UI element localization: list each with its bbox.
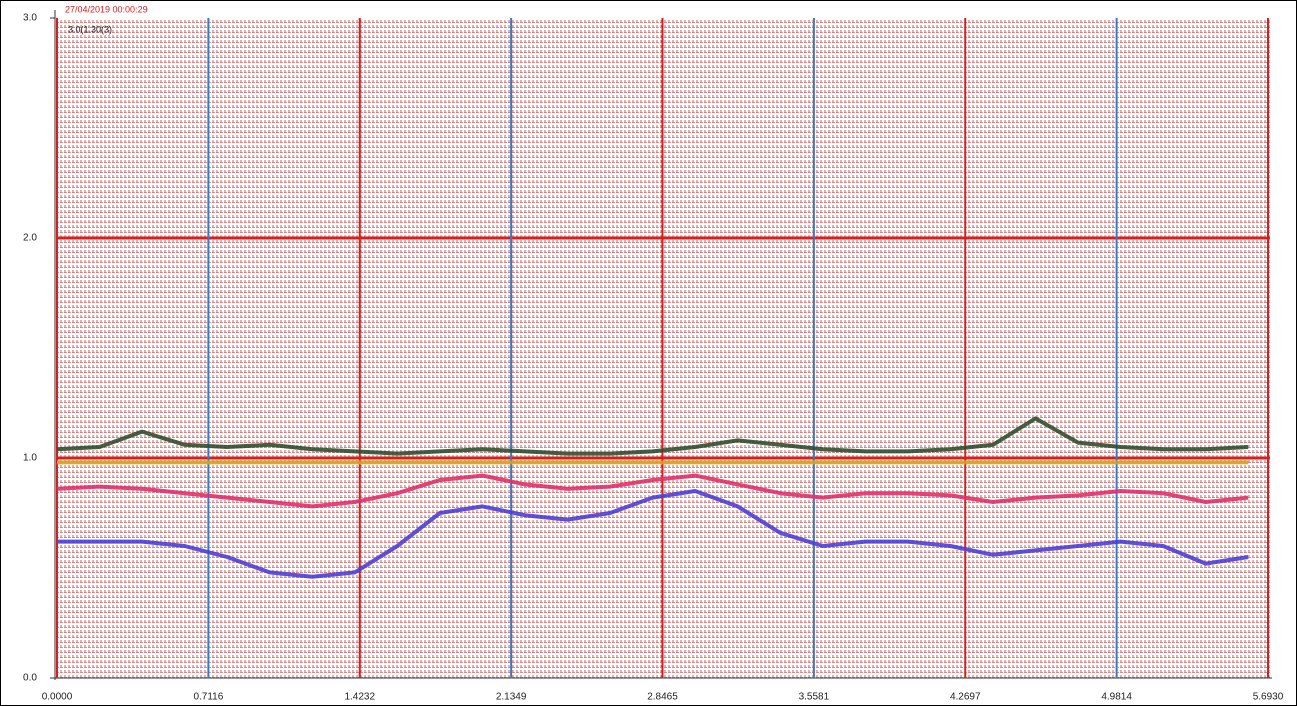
x-tick-label: 2.1349 (496, 692, 527, 703)
x-tick-label: 4.9814 (1101, 692, 1132, 703)
x-tick-label: 2.8465 (647, 692, 678, 703)
x-tick-label: 0.7116 (193, 692, 223, 703)
x-tick-label: 4.2697 (950, 692, 981, 703)
timestamp: 27/04/2019 00:00:29 (65, 4, 148, 14)
x-tick-label: 3.5581 (799, 692, 830, 703)
x-tick-label: 1.4232 (344, 692, 375, 703)
y-tick-label: 0.0 (23, 673, 37, 684)
y-tick-label: 1.0 (23, 453, 37, 464)
series-line (56, 473, 1249, 509)
x-tick-label: 5.6930 (1253, 692, 1284, 703)
series-line (56, 416, 1249, 456)
series-line (57, 489, 1249, 579)
channel-label: 3.0(1.30(3) (68, 24, 112, 34)
x-tick-label: 0.0000 (42, 692, 73, 703)
y-tick-label: 3.0 (23, 13, 37, 24)
y-tick-label: 2.0 (23, 233, 37, 244)
